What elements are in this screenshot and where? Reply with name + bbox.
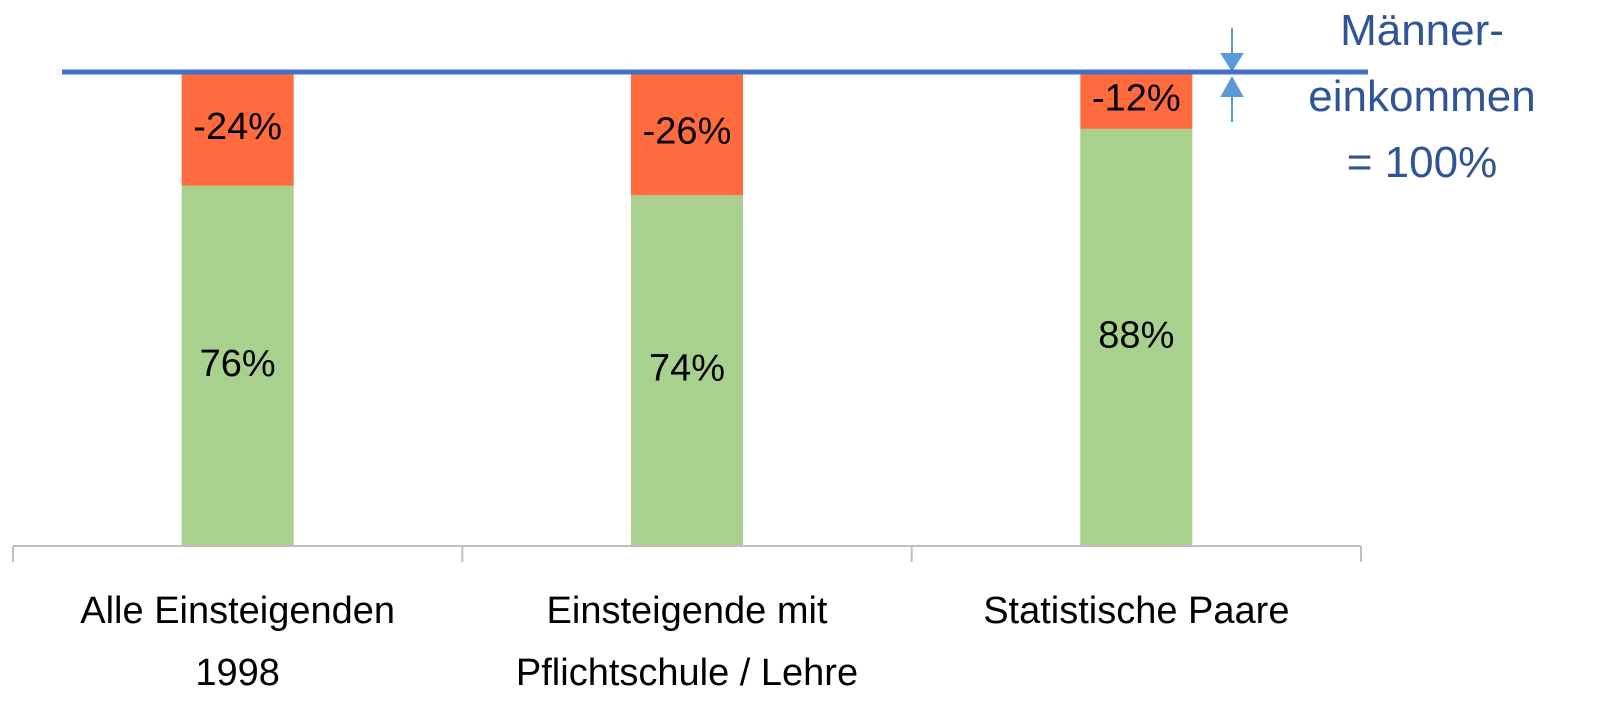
bar-segment	[631, 195, 743, 547]
reference-label: Männer-einkommen = 100%	[1308, 6, 1535, 187]
value-label: 74%	[649, 348, 725, 390]
bar-segment	[1080, 128, 1193, 546]
x-tick-label: Statistische Paare	[983, 590, 1289, 632]
value-label: 76%	[200, 343, 276, 385]
value-label: 88%	[1098, 314, 1174, 356]
value-label: -12%	[1092, 77, 1181, 119]
x-tick-label: Alle Einsteigenden 1998	[80, 590, 395, 694]
x-tick-label: Einsteigende mit Pflichtschule / Lehre	[516, 590, 858, 694]
bar-segment	[181, 185, 294, 546]
bar-segment	[1080, 72, 1193, 129]
bar-segment	[631, 72, 743, 196]
bar-segment	[181, 72, 294, 186]
value-label: -24%	[193, 106, 282, 148]
gap-arrows	[1220, 28, 1244, 122]
value-label: -26%	[643, 111, 732, 153]
